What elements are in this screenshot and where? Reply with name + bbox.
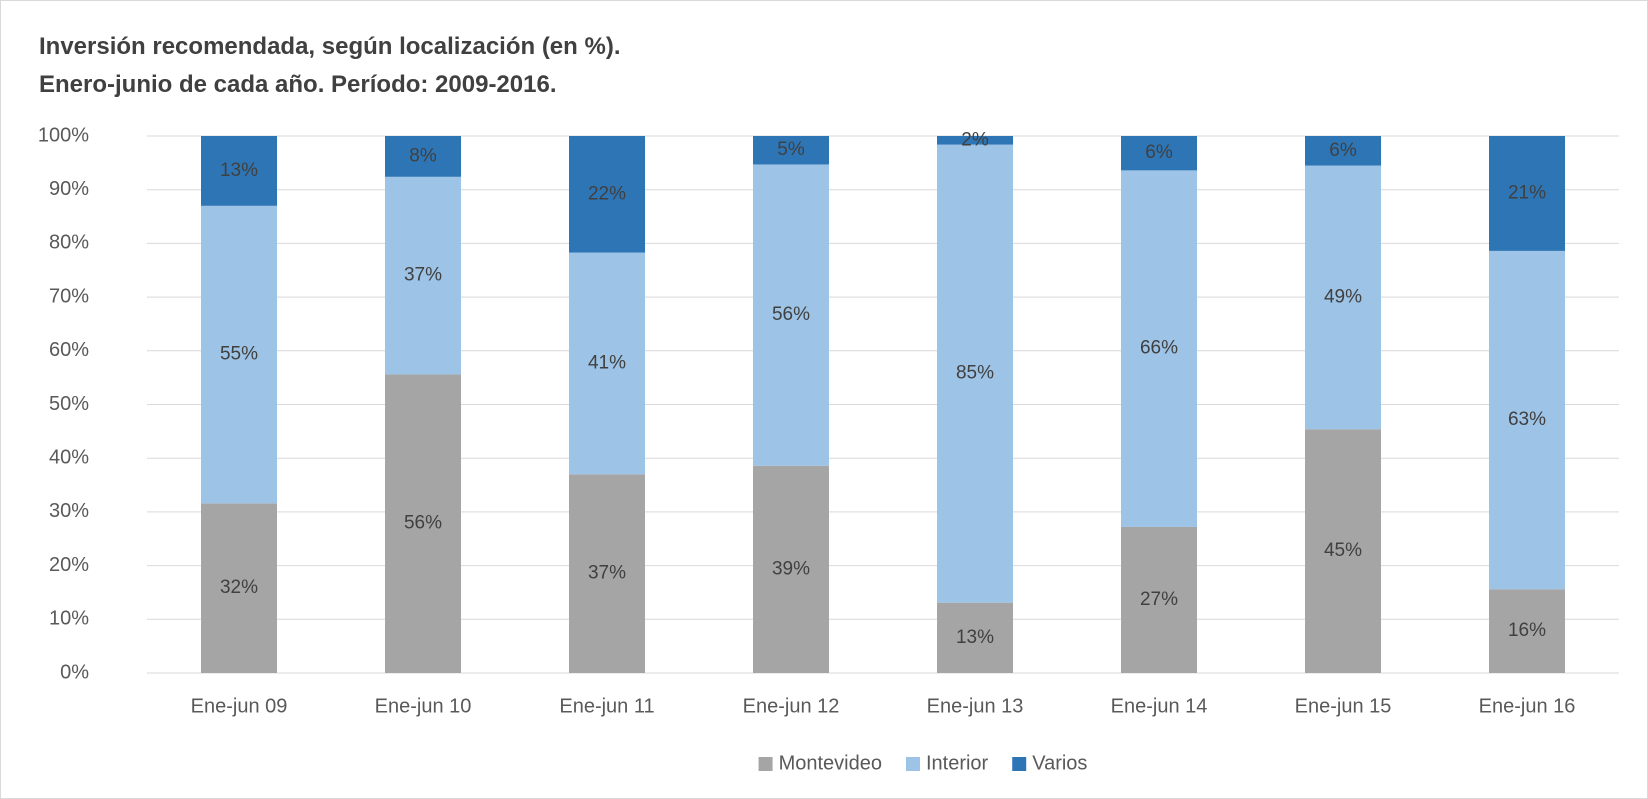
data-label: 8%	[409, 145, 437, 166]
chart-subtitle: Enero-junio de cada año. Período: 2009-2…	[39, 71, 557, 98]
bar-segment	[1121, 136, 1197, 171]
data-label: 41%	[588, 352, 626, 373]
bar-segment	[1305, 429, 1381, 673]
bar-segment	[569, 252, 645, 475]
legend-swatch	[905, 757, 920, 771]
y-tick-label: 10%	[49, 608, 89, 630]
bar-segment	[753, 164, 829, 466]
x-tick-label: Ene-jun 15	[1295, 695, 1392, 717]
data-label: 39%	[772, 558, 810, 579]
data-label: 85%	[956, 363, 994, 384]
y-tick-label: 40%	[49, 446, 89, 468]
bar-segment	[937, 602, 1013, 673]
y-tick-label: 80%	[49, 232, 89, 254]
data-label: 21%	[1508, 182, 1546, 203]
bar-segment	[1305, 136, 1381, 166]
data-label: 56%	[404, 513, 442, 534]
legend-swatch	[1012, 757, 1027, 771]
bar-segment	[937, 136, 1013, 145]
y-tick-label: 60%	[49, 339, 89, 361]
data-label: 49%	[1324, 286, 1362, 307]
legend-label: Varios	[1032, 752, 1087, 774]
x-tick-label: Ene-jun 10	[375, 695, 472, 717]
y-tick-label: 100%	[38, 124, 89, 146]
data-label: 16%	[1508, 620, 1546, 641]
x-tick-label: Ene-jun 16	[1479, 695, 1576, 717]
bar-segment	[753, 136, 829, 165]
x-tick-label: Ene-jun 12	[743, 695, 840, 717]
bar-segment	[1121, 170, 1197, 527]
bar-segment	[753, 465, 829, 673]
y-tick-label: 30%	[49, 500, 89, 522]
bar-segment	[1121, 526, 1197, 673]
x-tick-label: Ene-jun 09	[191, 695, 288, 717]
data-label: 2%	[961, 129, 989, 150]
bar-segment	[1489, 136, 1565, 251]
bar-segment	[569, 136, 645, 253]
bar-segment	[385, 176, 461, 375]
bar-segment	[385, 136, 461, 177]
y-tick-label: 50%	[49, 393, 89, 415]
data-label: 6%	[1145, 142, 1173, 163]
y-tick-label: 20%	[49, 554, 89, 576]
y-tick-label: 90%	[49, 178, 89, 200]
data-label: 55%	[220, 344, 258, 365]
bar-segment	[937, 144, 1013, 603]
bar-segment	[1489, 250, 1565, 590]
y-tick-label: 0%	[60, 661, 89, 683]
bar-segment	[1489, 589, 1565, 673]
data-label: 56%	[772, 304, 810, 325]
bar-segment	[385, 374, 461, 673]
legend-label: Interior	[926, 752, 989, 774]
bar-segment	[569, 474, 645, 673]
x-tick-label: Ene-jun 11	[559, 695, 654, 717]
data-label: 27%	[1140, 589, 1178, 610]
data-label: 37%	[588, 563, 626, 584]
bar-segment	[1305, 165, 1381, 430]
x-tick-label: Ene-jun 13	[927, 695, 1024, 717]
chart-title: Inversión recomendada, según localizació…	[39, 33, 620, 60]
data-label: 32%	[220, 577, 258, 598]
bar-segment	[201, 136, 277, 206]
bar-segment	[201, 503, 277, 673]
data-label: 22%	[588, 183, 626, 204]
data-label: 45%	[1324, 540, 1362, 561]
data-label: 13%	[956, 627, 994, 648]
data-label: 63%	[1508, 409, 1546, 430]
x-tick-label: Ene-jun 14	[1111, 695, 1208, 717]
data-label: 13%	[220, 160, 258, 181]
legend-swatch	[758, 757, 773, 771]
data-label: 6%	[1329, 140, 1357, 161]
legend-label: Montevideo	[779, 752, 882, 774]
data-label: 66%	[1140, 338, 1178, 359]
data-label: 5%	[777, 139, 805, 160]
y-tick-label: 70%	[49, 285, 89, 307]
bar-segment	[201, 205, 277, 504]
data-label: 37%	[404, 265, 442, 286]
